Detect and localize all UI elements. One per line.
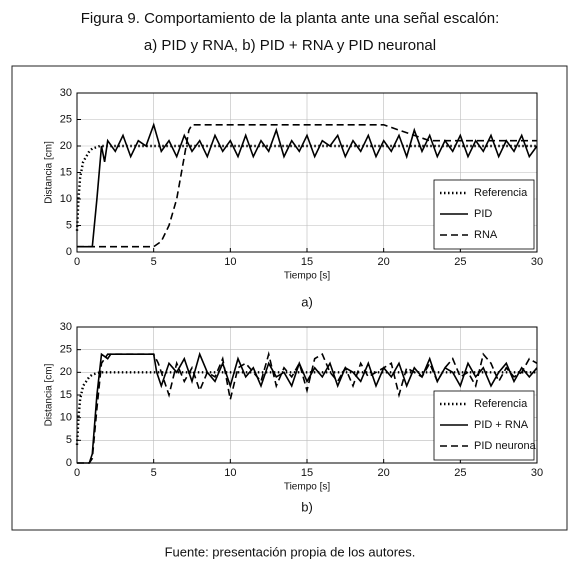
- x-tick-label: 10: [224, 467, 236, 479]
- x-tick-label: 15: [301, 256, 313, 268]
- y-tick-label: 20: [60, 140, 72, 152]
- legend-label: RNA: [474, 229, 498, 241]
- y-tick-label: 15: [60, 166, 72, 178]
- y-tick-label: 15: [60, 389, 72, 401]
- legend-label: PID: [474, 208, 492, 220]
- plot-border: [76, 326, 538, 464]
- series-line: [77, 351, 538, 464]
- y-tick-label: 0: [66, 457, 72, 469]
- figure-frame: [11, 65, 568, 531]
- y-tick-label: 20: [60, 366, 72, 378]
- y-tick-label: 0: [66, 246, 72, 258]
- x-tick-label: 25: [454, 256, 466, 268]
- x-axis-label: Tiempo [s]: [284, 482, 331, 493]
- y-tick-label: 25: [60, 344, 72, 356]
- x-tick-label: 5: [151, 256, 157, 268]
- y-tick-label: 10: [60, 193, 72, 205]
- y-axis-label: Distancia [cm]: [44, 363, 55, 426]
- subplot-caption: b): [301, 499, 313, 514]
- x-tick-label: 10: [224, 256, 236, 268]
- y-tick-label: 30: [60, 321, 72, 333]
- figure-source: Fuente: presentación propia de los autor…: [165, 544, 416, 559]
- subplot-caption: a): [301, 294, 313, 309]
- x-tick-label: 15: [301, 467, 313, 479]
- y-tick-label: 25: [60, 113, 72, 125]
- y-tick-label: 5: [66, 219, 72, 231]
- x-axis-label: Tiempo [s]: [284, 271, 331, 282]
- x-tick-label: 30: [531, 256, 543, 268]
- x-tick-label: 30: [531, 467, 543, 479]
- y-tick-label: 5: [66, 434, 72, 446]
- x-tick-label: 5: [151, 467, 157, 479]
- y-axis-label: Distancia [cm]: [44, 141, 55, 204]
- plot-border: [76, 92, 538, 253]
- legend-label: PID + RNA: [474, 419, 529, 431]
- series-line: [77, 124, 537, 248]
- x-tick-label: 0: [74, 256, 80, 268]
- figure-title: a) PID y RNA, b) PID + RNA y PID neurona…: [144, 37, 436, 54]
- legend-label: PID neuronal: [474, 440, 538, 452]
- figure-title: Figura 9. Comportamiento de la planta an…: [81, 10, 500, 27]
- series-line: [77, 351, 538, 464]
- series-line: [77, 122, 538, 248]
- y-tick-label: 30: [60, 87, 72, 99]
- legend-label: Referencia: [474, 187, 528, 199]
- x-tick-label: 20: [378, 256, 390, 268]
- x-tick-label: 25: [454, 467, 466, 479]
- x-tick-label: 20: [378, 467, 390, 479]
- legend-label: Referencia: [474, 398, 528, 410]
- x-tick-label: 0: [74, 467, 80, 479]
- y-tick-label: 10: [60, 412, 72, 424]
